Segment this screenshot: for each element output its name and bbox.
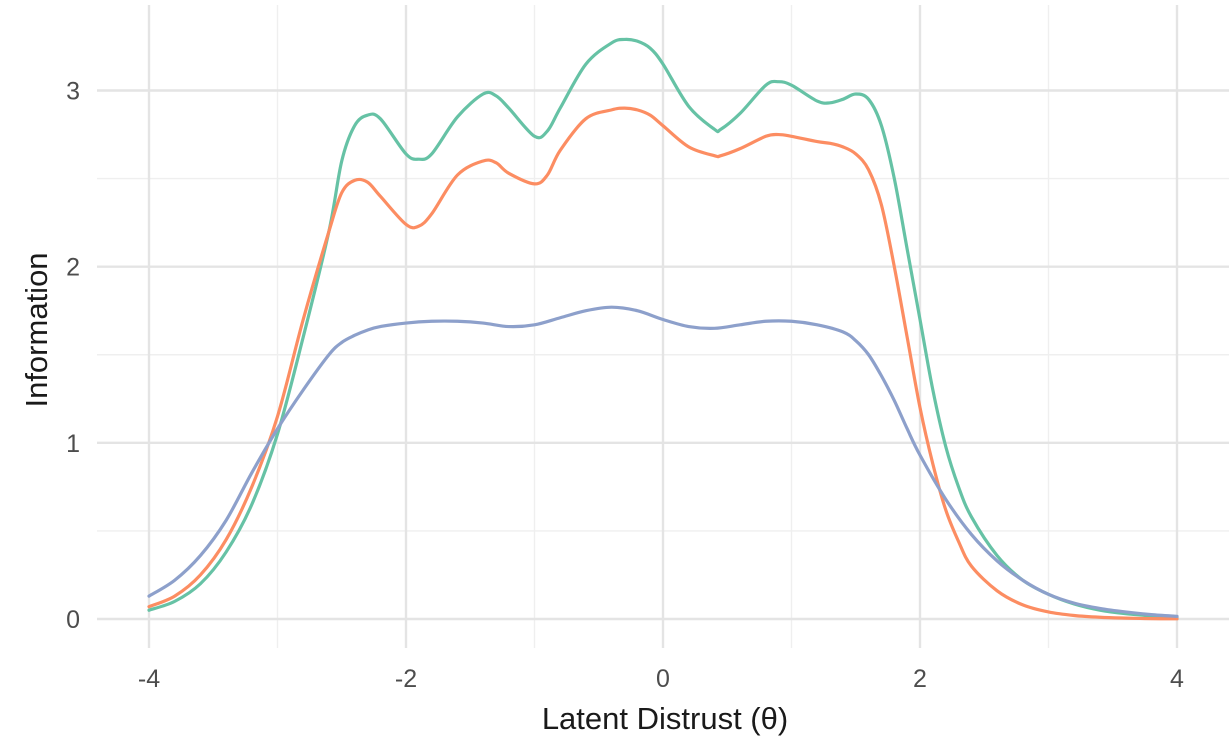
- x-tick-labels: -4 -2 0 2 4: [138, 665, 1184, 693]
- x-tick-label: 2: [913, 665, 927, 693]
- x-tick-label: 0: [656, 665, 670, 693]
- x-axis-title: Latent Distrust (θ): [542, 701, 788, 736]
- y-axis-title: Information: [19, 252, 54, 407]
- x-tick-label: -2: [395, 665, 417, 693]
- x-tick-label: 4: [1170, 665, 1184, 693]
- series-line-1: [147, 37, 1179, 619]
- y-tick-labels: 0 1 2 3: [66, 78, 80, 635]
- y-tick-label: 0: [66, 606, 80, 634]
- series-line-2: [147, 106, 1179, 621]
- x-tick-label: -4: [138, 665, 160, 693]
- major-gridlines: [97, 5, 1229, 648]
- y-tick-label: 1: [66, 430, 80, 458]
- y-tick-label: 3: [66, 78, 80, 106]
- series-line-3: [147, 305, 1179, 618]
- series-lines: [147, 37, 1179, 621]
- y-tick-label: 2: [66, 254, 80, 282]
